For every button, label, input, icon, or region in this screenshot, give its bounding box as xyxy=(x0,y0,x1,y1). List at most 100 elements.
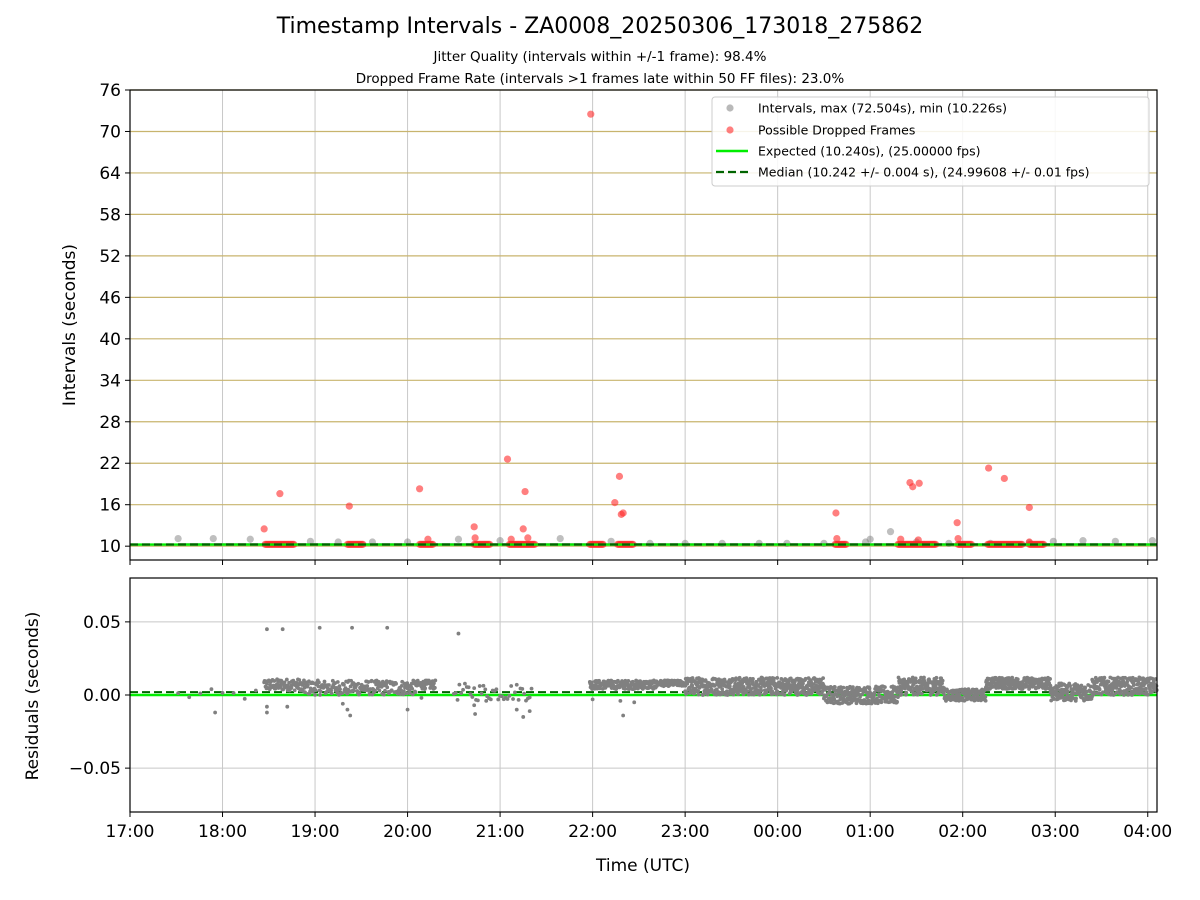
x-tick-label-4: 21:00 xyxy=(476,822,525,842)
residual-point-band2 xyxy=(365,684,370,688)
residual-point-band4 xyxy=(511,697,515,701)
residual-point-band8 xyxy=(879,700,884,705)
residual-point-band4 xyxy=(453,691,458,695)
residual-point-band2 xyxy=(317,680,321,685)
residual-point-band9 xyxy=(940,678,945,683)
residual-point-band2 xyxy=(335,680,340,684)
residual-point-band7 xyxy=(820,689,825,694)
residual-point-band11 xyxy=(1015,677,1020,682)
residual-point-band8 xyxy=(864,690,869,695)
y-tick-label-top-6: 46 xyxy=(99,288,121,308)
legend-marker-intervals xyxy=(726,104,734,112)
residual-negative-10 xyxy=(484,698,489,703)
residual-point-band2 xyxy=(302,678,306,683)
y-axis-label-residuals: Residuals (seconds) xyxy=(23,612,43,781)
residual-outlier-2 xyxy=(317,625,322,630)
y-tick-label-top-8: 58 xyxy=(99,205,121,225)
residual-point-band8 xyxy=(872,690,877,695)
residual-point-band7 xyxy=(775,676,780,680)
residual-point-band7 xyxy=(769,686,773,690)
residual-point-band13 xyxy=(1129,685,1133,690)
x-tick-label-3: 20:00 xyxy=(383,822,432,842)
interval-point-7 xyxy=(454,535,463,543)
residual-point-band4 xyxy=(516,698,521,702)
residual-point-band13 xyxy=(1097,687,1102,692)
residual-point-band0 xyxy=(231,691,236,695)
residual-point-band2 xyxy=(356,681,361,686)
residual-point-band7 xyxy=(705,692,710,697)
residual-point-band2 xyxy=(399,683,404,688)
residual-point-band2 xyxy=(401,692,406,697)
legend-box xyxy=(711,96,1150,187)
residual-point-band7 xyxy=(751,676,755,681)
residual-point-band4 xyxy=(466,685,471,690)
y-tick-label-top-5: 40 xyxy=(99,330,121,350)
interval-point-9 xyxy=(556,534,564,543)
residual-point-band4 xyxy=(459,691,464,696)
residual-point-band8 xyxy=(841,685,846,690)
residual-point-band4 xyxy=(512,690,517,695)
residual-point-band1 xyxy=(272,679,277,683)
dropped-point-12 xyxy=(587,110,595,118)
residual-point-band4 xyxy=(520,687,525,691)
residual-point-band2 xyxy=(367,692,372,697)
dropped-frame-rate-subtitle: Dropped Frame Rate (intervals >1 frames … xyxy=(355,71,845,87)
residual-point-band0 xyxy=(209,687,214,692)
residual-point-band2 xyxy=(327,683,331,687)
residual-point-band0 xyxy=(242,696,247,701)
x-tick-label-11: 04:00 xyxy=(1123,822,1172,842)
residual-negative-2 xyxy=(285,704,290,709)
residual-point-band2 xyxy=(410,686,415,691)
residual-point-band2 xyxy=(407,688,412,693)
residual-negative-14 xyxy=(590,697,595,702)
dropped-point-7 xyxy=(503,455,512,463)
residual-point-band10 xyxy=(983,698,988,703)
residual-point-band13 xyxy=(1100,690,1105,695)
interval-point-1 xyxy=(209,534,217,543)
residual-point-band11 xyxy=(993,676,998,680)
interval-point-10 xyxy=(607,537,615,545)
residual-point-band8 xyxy=(883,685,887,690)
residual-point-band2 xyxy=(413,690,418,695)
residual-point-band7 xyxy=(801,681,805,686)
residual-point-band7 xyxy=(811,682,816,687)
residual-outlier-4 xyxy=(385,625,390,630)
residual-point-band8 xyxy=(858,694,862,699)
residual-point-band13 xyxy=(1145,692,1150,697)
residual-point-band2 xyxy=(377,688,382,693)
y-tick-label-top-11: 76 xyxy=(99,81,121,101)
dropped-point-1 xyxy=(276,490,284,498)
residual-negative-8 xyxy=(472,703,477,708)
residual-point-band2 xyxy=(301,681,306,686)
residual-point-band12 xyxy=(1083,685,1088,690)
dropped-point-18 xyxy=(833,534,841,543)
interval-point-19 xyxy=(886,528,895,536)
residual-point-band8 xyxy=(835,694,840,699)
residual-point-band13 xyxy=(1119,689,1123,694)
residual-point-band0 xyxy=(187,695,192,700)
residual-point-band11 xyxy=(1010,675,1015,680)
residual-point-band9 xyxy=(910,689,915,694)
dropped-point-27 xyxy=(1000,474,1008,483)
residual-point-band8 xyxy=(860,692,865,697)
residual-point-band2 xyxy=(401,689,406,694)
interval-point-25 xyxy=(1079,537,1087,545)
residual-point-band7 xyxy=(758,692,762,697)
residual-negative-16 xyxy=(621,713,626,718)
residual-negative-11 xyxy=(514,707,519,712)
dropped-point-0 xyxy=(260,525,268,533)
y-tick-label-bottom-1: 0.00 xyxy=(83,686,121,706)
residual-point-band2 xyxy=(385,685,390,690)
residual-point-band9 xyxy=(934,675,939,680)
residual-point-band10 xyxy=(983,695,988,699)
residual-point-band4 xyxy=(514,682,519,687)
y-tick-label-top-1: 16 xyxy=(99,496,121,516)
residual-point-band7 xyxy=(759,685,763,690)
residual-point-band8 xyxy=(848,694,853,699)
residual-point-band5 xyxy=(589,680,594,685)
dropped-point-21 xyxy=(909,483,917,491)
residual-point-band2 xyxy=(313,688,318,693)
residual-point-band3 xyxy=(433,678,438,683)
residual-negative-15 xyxy=(618,698,623,703)
